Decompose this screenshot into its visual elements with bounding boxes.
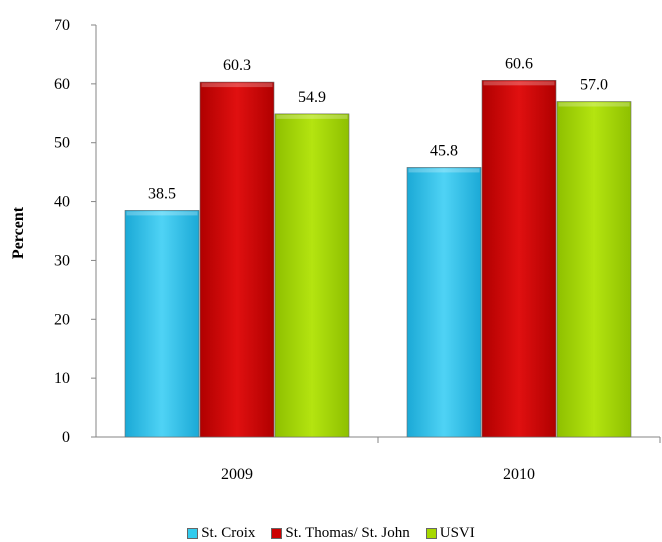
bar-usvi-2009 (274, 113, 350, 438)
chart-legend: St. Croix St. Thomas/ St. John USVI (0, 524, 662, 542)
y-tick-label: 10 (54, 370, 70, 387)
y-tick-label: 50 (54, 135, 70, 152)
legend-item: St. Croix (187, 525, 255, 542)
legend-item: USVI (425, 524, 475, 542)
data-label: 38.5 (148, 185, 176, 202)
y-tick-label: 40 (54, 194, 70, 211)
legend-swatch (271, 527, 283, 539)
y-tick-label: 20 (54, 311, 70, 328)
legend-label: St. Thomas/ St. John (285, 524, 410, 541)
data-label: 45.8 (430, 142, 458, 159)
x-tick-label: 2009 (221, 466, 253, 483)
legend-swatch (187, 527, 199, 539)
x-tick-label: 2010 (503, 466, 535, 483)
bar-bevel (126, 211, 198, 216)
bar-bevel (483, 81, 555, 86)
bar-bevel (276, 114, 348, 119)
y-tick-label: 0 (62, 429, 70, 446)
bar-bevel (558, 102, 630, 107)
bar-st-croix-2010 (406, 167, 482, 438)
bar-st-croix-2009 (124, 210, 200, 438)
y-tick-label: 30 (54, 252, 70, 269)
bar-st-thomas-st-john-2010 (481, 80, 557, 438)
y-tick-label: 70 (54, 17, 70, 34)
data-label: 57.0 (580, 77, 608, 94)
bar-bevel (201, 83, 273, 88)
data-label: 54.9 (298, 89, 326, 106)
bar-st-thomas-st-john-2009 (199, 81, 275, 438)
data-label: 60.3 (223, 57, 251, 74)
data-label: 60.6 (505, 55, 533, 72)
bar-chart: 0 10 20 30 40 50 60 70 2009 38.5 60.3 54.9 2010 45.8 6… (10, 17, 661, 483)
y-axis-title: Percent (10, 206, 27, 259)
y-tick-label: 60 (54, 76, 70, 93)
bar-usvi-2010 (556, 101, 632, 438)
legend-label: St. Croix (201, 524, 256, 541)
legend-label: USVI (439, 524, 475, 541)
legend-item: St. Thomas/ St. John (271, 524, 410, 542)
legend-swatch (425, 527, 437, 539)
bar-bevel (408, 168, 480, 173)
